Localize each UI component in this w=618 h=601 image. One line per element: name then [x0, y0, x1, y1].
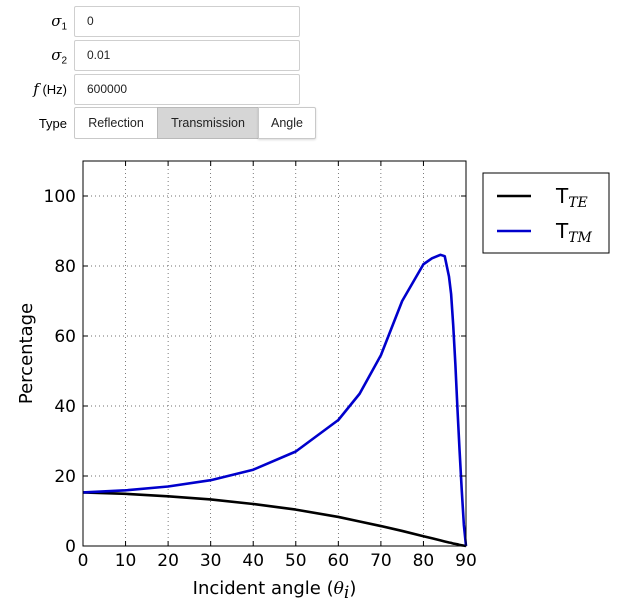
y-tick-label: 60 — [54, 327, 76, 347]
sigma2-input[interactable]: 0.01 — [74, 40, 300, 71]
sigma2-row: σ2 0.01 — [0, 39, 320, 72]
x-tick-label: 40 — [242, 551, 264, 571]
x-tick-label: 90 — [455, 551, 477, 571]
sigma2-label: σ2 — [51, 46, 67, 67]
controls-panel: σ1 0 σ2 0.01 f (Hz) 600000 Type Reflecti… — [0, 0, 340, 150]
type-row: Type Reflection Transmission Angle — [0, 107, 320, 140]
x-tick-label: 80 — [413, 551, 435, 571]
y-tick-label: 20 — [54, 467, 76, 487]
series-lines — [82, 253, 468, 548]
type-label: Type — [38, 116, 67, 131]
transmission-button[interactable]: Transmission — [157, 107, 259, 139]
sigma1-row: σ1 0 — [0, 5, 320, 38]
x-tick-label: 0 — [78, 551, 89, 571]
y-tick-label: 80 — [54, 257, 76, 277]
axis-ticks: 0 10 20 30 40 50 60 70 80 90 0 20 40 60 80 100 — [44, 161, 477, 571]
sigma1-label: σ1 — [51, 12, 67, 33]
x-tick-label: 10 — [115, 551, 137, 571]
y-tick-label: 40 — [54, 397, 76, 417]
x-tick-label: 50 — [285, 551, 307, 571]
frequency-input[interactable]: 600000 — [74, 74, 300, 105]
angle-button[interactable]: Angle — [258, 107, 316, 139]
series-line-tm — [82, 253, 468, 547]
y-tick-label: 0 — [65, 537, 76, 557]
reflection-button[interactable]: Reflection — [74, 107, 158, 139]
transmission-chart: 0 10 20 30 40 50 60 70 80 90 0 20 40 60 80 100 Percenta… — [16, 160, 610, 601]
frequency-label: f (Hz) — [33, 80, 67, 98]
frequency-row: f (Hz) 600000 — [0, 73, 320, 106]
x-tick-label: 20 — [157, 551, 179, 571]
y-axis-label: Percentage — [16, 303, 37, 404]
type-toggle-group: Reflection Transmission Angle — [74, 107, 316, 139]
x-tick-label: 70 — [370, 551, 392, 571]
sigma1-input[interactable]: 0 — [74, 6, 300, 37]
x-axis-label: Incident angle (θi) — [193, 578, 357, 601]
legend-box — [482, 172, 610, 254]
series-line-te — [82, 491, 467, 548]
plot-frame — [82, 160, 467, 547]
x-tick-label: 30 — [200, 551, 222, 571]
x-tick-label: 60 — [328, 551, 350, 571]
y-tick-label: 100 — [44, 187, 76, 207]
